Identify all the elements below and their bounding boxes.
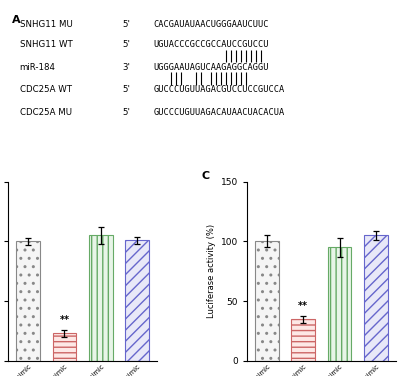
Bar: [364, 235, 388, 361]
Text: CDC25A MU: CDC25A MU: [20, 108, 72, 117]
Text: C: C: [202, 171, 210, 181]
Bar: [89, 235, 113, 361]
Text: 5': 5': [122, 20, 130, 29]
Bar: [16, 241, 40, 361]
Text: 5': 5': [122, 40, 130, 49]
Text: **: **: [298, 301, 308, 311]
Bar: [291, 319, 315, 361]
Text: CACGAUAUAACUGGGAAUCUUC: CACGAUAUAACUGGGAAUCUUC: [154, 20, 269, 29]
Bar: [125, 240, 149, 361]
Text: UGUACCCGCCGCCAUCCGUCCU: UGUACCCGCCGCCAUCCGUCCU: [154, 40, 269, 49]
Bar: [328, 247, 352, 361]
Text: miR-184: miR-184: [20, 63, 56, 72]
Text: **: **: [60, 315, 70, 325]
Bar: [255, 241, 279, 361]
Bar: [52, 334, 76, 361]
Y-axis label: Luciferase activity (%): Luciferase activity (%): [207, 224, 216, 318]
Text: 5': 5': [122, 108, 130, 117]
Text: GUCCCUGUUAGACAUAACUACACUA: GUCCCUGUUAGACAUAACUACACUA: [154, 108, 285, 117]
Text: SNHG11 MU: SNHG11 MU: [20, 20, 72, 29]
Text: 5': 5': [122, 85, 130, 94]
Text: SNHG11 WT: SNHG11 WT: [20, 40, 72, 49]
Text: CDC25A WT: CDC25A WT: [20, 85, 72, 94]
Text: 3': 3': [122, 63, 130, 72]
Text: A: A: [12, 15, 20, 25]
Text: GUCCCUGUUAGACGUCCUCCGUCCA: GUCCCUGUUAGACGUCCUCCGUCCA: [154, 85, 285, 94]
Text: UGGGAAUAGUCAAGAGGCAGGU: UGGGAAUAGUCAAGAGGCAGGU: [154, 63, 269, 72]
